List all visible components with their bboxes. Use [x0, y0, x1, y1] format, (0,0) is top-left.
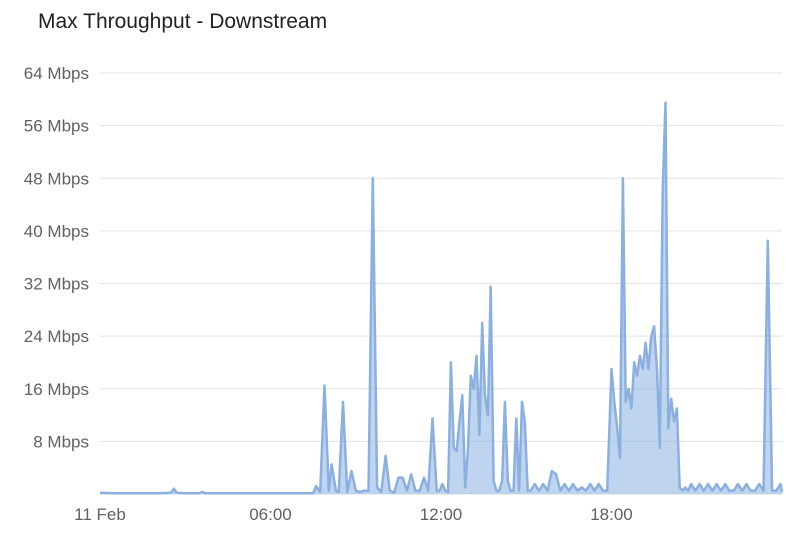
- y-tick-label: 32 Mbps: [24, 275, 89, 294]
- x-tick-label: 06:00: [249, 505, 292, 524]
- gridlines: [100, 72, 782, 495]
- chart-title: Max Throughput - Downstream: [38, 10, 328, 33]
- series-area: [100, 102, 782, 494]
- x-axis-ticks: 11 Feb 06:00 12:00 18:00: [74, 505, 633, 524]
- y-tick-label: 64 Mbps: [24, 64, 89, 83]
- y-tick-label: 40 Mbps: [24, 222, 89, 241]
- x-tick-label: 18:00: [590, 505, 633, 524]
- plot-area: [99, 101, 784, 495]
- y-tick-label: 48 Mbps: [24, 169, 89, 188]
- series-line: [99, 101, 784, 495]
- y-tick-label: 24 Mbps: [24, 327, 89, 346]
- y-tick-label: 16 Mbps: [24, 380, 89, 399]
- y-axis-ticks: 8 Mbps 16 Mbps 24 Mbps 32 Mbps 40 Mbps 48 Mbp…: [24, 64, 89, 451]
- y-tick-label: 8 Mbps: [33, 432, 89, 451]
- y-tick-label: 56 Mbps: [24, 117, 89, 136]
- x-tick-label: 12:00: [420, 505, 463, 524]
- x-tick-label: 11 Feb: [74, 505, 126, 524]
